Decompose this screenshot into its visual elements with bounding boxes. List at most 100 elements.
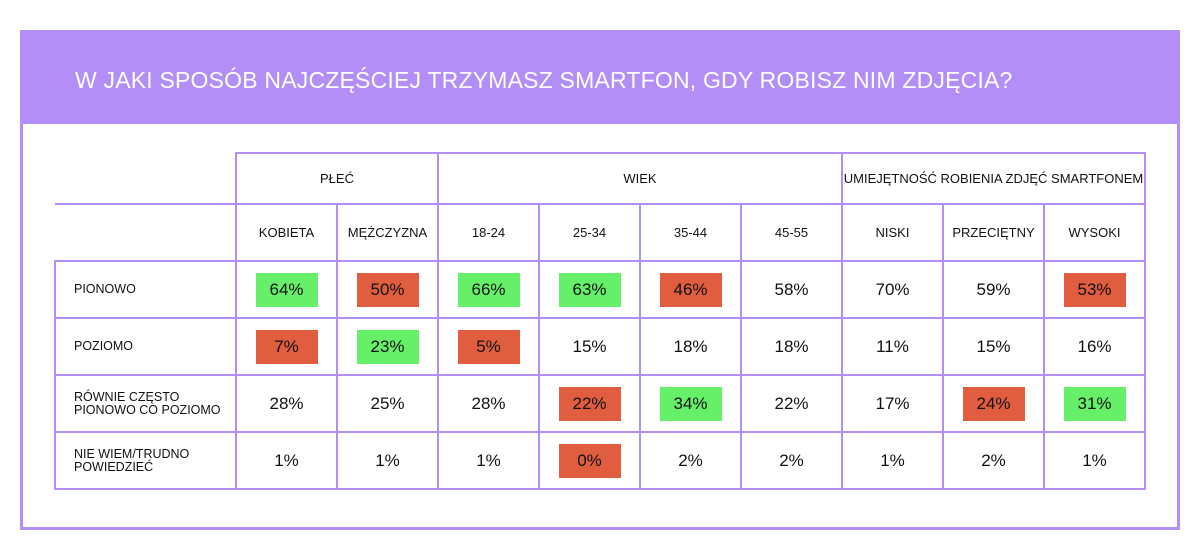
table-body: PIONOWO 64% 50% 66% 63% 46% 58% 70% 59% 53% POZIOM… [54, 260, 1146, 490]
value-label: 25% [370, 393, 405, 413]
column-header-kobieta: KOBIETA [235, 203, 338, 262]
chart-title: W JAKI SPOSÓB NAJCZĘŚCIEJ TRZYMASZ SMART… [75, 67, 1013, 93]
column-header-18-24: 18-24 [437, 203, 540, 262]
data-cell: 34% [639, 374, 742, 433]
data-cell: 28% [437, 374, 540, 433]
data-cell: 28% [235, 374, 338, 433]
column-header-row: KOBIETA MĘŻCZYZNA 18-24 25-34 35-44 45-55 NISK… [55, 203, 1146, 262]
data-cell: 5% [437, 317, 540, 376]
corner-cell [55, 153, 237, 205]
value-label: 15% [976, 336, 1011, 356]
value-label: 58% [774, 279, 809, 299]
data-cell: 15% [942, 317, 1045, 376]
data-cell: 1% [437, 431, 540, 490]
value-label: 16% [1077, 336, 1112, 356]
results-table: PŁEĆ WIEK UMIEJĘTNOŚĆ ROBIENIA ZDJĘĆ SMART… [54, 152, 1146, 490]
column-header-wysoki: WYSOKI [1043, 203, 1146, 262]
data-cell: 2% [942, 431, 1045, 490]
data-cell: 1% [336, 431, 439, 490]
value-label: 63% [558, 272, 621, 307]
column-header-25-34: 25-34 [538, 203, 641, 262]
value-label: 66% [457, 272, 520, 307]
data-cell: 46% [639, 260, 742, 319]
value-label: 1% [1082, 450, 1107, 470]
value-label: 2% [678, 450, 703, 470]
data-cell: 2% [639, 431, 742, 490]
data-cell: 59% [942, 260, 1045, 319]
data-cell: 22% [538, 374, 641, 433]
row-label: NIE WIEM/TRUDNO POWIEDZIEĆ [54, 431, 237, 490]
value-label: 18% [774, 336, 809, 356]
value-label: 59% [976, 279, 1011, 299]
data-cell: 66% [437, 260, 540, 319]
data-cell: 70% [841, 260, 944, 319]
table-row: POZIOMO 7% 23% 5% 15% 18% 18% 11% 15% 16% [54, 317, 1146, 376]
value-label: 22% [558, 386, 621, 421]
column-header-mezczyzna: MĘŻCZYZNA [336, 203, 439, 262]
value-label: 15% [572, 336, 607, 356]
value-label: 18% [673, 336, 708, 356]
group-header-umiejetnosc-robienia-zdjec-smartfonem: UMIEJĘTNOŚĆ ROBIENIA ZDJĘĆ SMARTFONEM [841, 152, 1146, 205]
column-header-35-44: 35-44 [639, 203, 742, 262]
row-label: PIONOWO [54, 260, 237, 319]
data-cell: 18% [639, 317, 742, 376]
value-label: 46% [659, 272, 722, 307]
value-label: 11% [876, 336, 909, 356]
value-label: 2% [779, 450, 804, 470]
data-cell: 18% [740, 317, 843, 376]
data-cell: 53% [1043, 260, 1146, 319]
data-cell: 58% [740, 260, 843, 319]
data-cell: 23% [336, 317, 439, 376]
value-label: 31% [1063, 386, 1126, 421]
data-cell: 64% [235, 260, 338, 319]
group-header-wiek: WIEK [437, 152, 843, 205]
data-cell: 24% [942, 374, 1045, 433]
value-label: 28% [269, 393, 304, 413]
row-label: RÓWNIE CZĘSTO PIONOWO CO POZIOMO [54, 374, 237, 433]
column-header-45-55: 45-55 [740, 203, 843, 262]
data-cell: 22% [740, 374, 843, 433]
value-label: 2% [981, 450, 1006, 470]
data-cell: 2% [740, 431, 843, 490]
value-label: 28% [471, 393, 506, 413]
value-label: 1% [476, 450, 501, 470]
value-label: 23% [356, 329, 419, 364]
data-cell: 15% [538, 317, 641, 376]
data-cell: 25% [336, 374, 439, 433]
data-cell: 11% [841, 317, 944, 376]
value-label: 64% [255, 272, 318, 307]
value-label: 70% [875, 279, 910, 299]
data-cell: 50% [336, 260, 439, 319]
table-row: RÓWNIE CZĘSTO PIONOWO CO POZIOMO 28% 25% 28… [54, 374, 1146, 433]
data-cell: 31% [1043, 374, 1146, 433]
table-row: NIE WIEM/TRUDNO POWIEDZIEĆ 1% 1% 1% 0% 2% 2% 1%… [54, 431, 1146, 490]
table-row: PIONOWO 64% 50% 66% 63% 46% 58% 70% 59% 53% [54, 260, 1146, 319]
value-label: 0% [558, 443, 621, 478]
data-cell: 0% [538, 431, 641, 490]
data-cell: 1% [841, 431, 944, 490]
value-label: 1% [375, 450, 400, 470]
value-label: 50% [356, 272, 419, 307]
data-cell: 17% [841, 374, 944, 433]
title-banner: W JAKI SPOSÓB NAJCZĘŚCIEJ TRZYMASZ SMART… [23, 33, 1177, 124]
group-header-row: PŁEĆ WIEK UMIEJĘTNOŚĆ ROBIENIA ZDJĘĆ SMART… [55, 152, 1146, 205]
group-header-plec: PŁEĆ [235, 152, 439, 205]
corner-cell-lower [55, 204, 237, 262]
data-cell: 63% [538, 260, 641, 319]
value-label: 7% [255, 329, 318, 364]
row-label: POZIOMO [54, 317, 237, 376]
value-label: 34% [659, 386, 722, 421]
value-label: 17% [875, 393, 910, 413]
value-label: 24% [962, 386, 1025, 421]
data-cell: 1% [235, 431, 338, 490]
value-label: 22% [774, 393, 809, 413]
column-header-przecietny: PRZECIĘTNY [942, 203, 1045, 262]
value-label: 1% [274, 450, 299, 470]
column-header-niski: NISKI [841, 203, 944, 262]
value-label: 1% [880, 450, 905, 470]
value-label: 5% [457, 329, 520, 364]
data-cell: 1% [1043, 431, 1146, 490]
data-cell: 16% [1043, 317, 1146, 376]
value-label: 53% [1063, 272, 1126, 307]
data-cell: 7% [235, 317, 338, 376]
